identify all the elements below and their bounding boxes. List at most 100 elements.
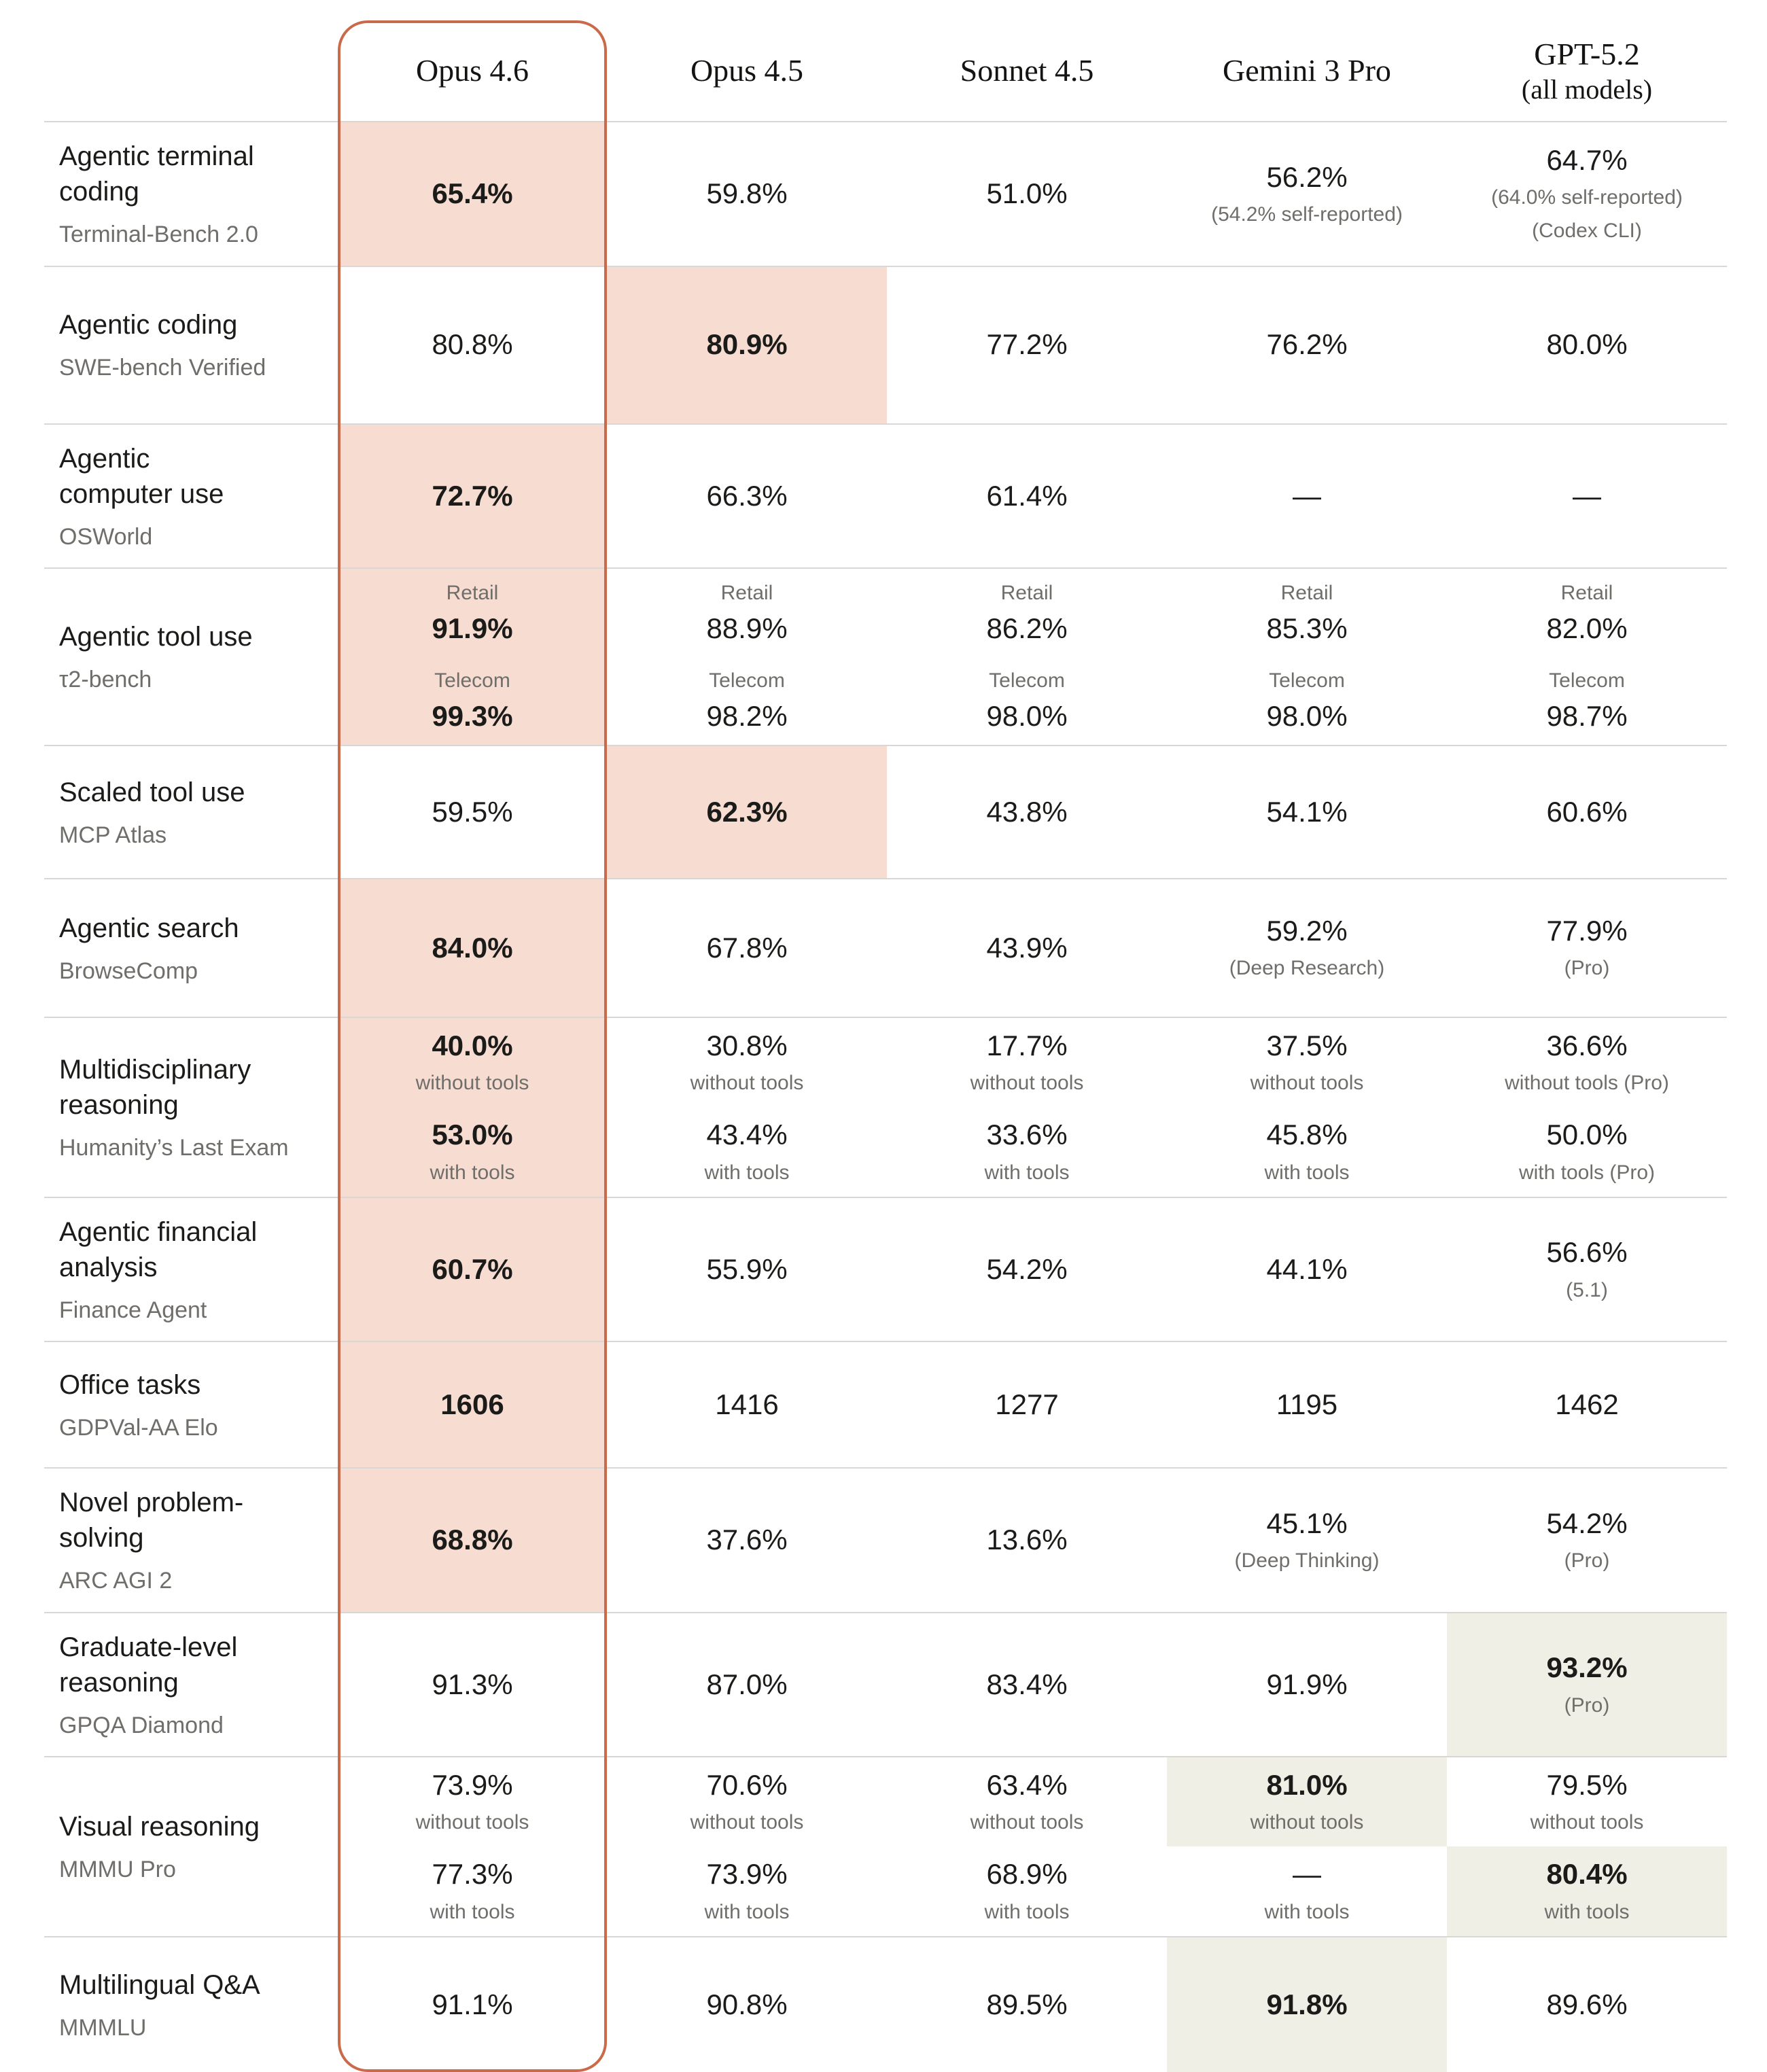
table-row: Agentic terminal coding Terminal-Bench 2… — [44, 121, 1727, 266]
benchmark-name: BrowseComp — [59, 958, 198, 984]
metric-entry: 80.9% — [607, 267, 887, 423]
row-label: Agentic financial analysis — [59, 1216, 258, 1282]
value-cell: 61.4% — [887, 425, 1167, 568]
metric-context-label: Telecom — [1549, 669, 1625, 692]
value-cell: 1416 — [607, 1342, 887, 1467]
metric-entry: 43.4% with tools — [607, 1107, 887, 1196]
value-cell: 13.6% — [887, 1469, 1167, 1612]
metric-entry: 91.9% — [1167, 1613, 1447, 1757]
metric-value: 60.6% — [1546, 795, 1628, 828]
metric-value: 87.0% — [706, 1668, 788, 1700]
value-cell: — — [1447, 425, 1727, 568]
table-row: Novel problem- solving ARC AGI 2 68.8% 37… — [44, 1467, 1727, 1612]
metric-entry: 56.6% (5.1) — [1447, 1198, 1727, 1341]
metric-entry: 1606 — [338, 1342, 607, 1467]
metric-value: 98.2% — [706, 700, 788, 733]
metric-value: 17.7% — [986, 1029, 1068, 1061]
row-header-cell: Agentic tool use τ2-bench — [44, 569, 338, 745]
column-header: GPT-5.2 (all models) — [1447, 20, 1727, 121]
value-cell: 1606 — [338, 1342, 607, 1468]
metric-entry: 73.9% with tools — [607, 1846, 887, 1935]
benchmark-name: Terminal-Bench 2.0 — [59, 222, 258, 247]
metric-context-label: Telecom — [1269, 669, 1345, 692]
metric-value: 59.2% — [1266, 915, 1348, 947]
metric-value: 80.0% — [1546, 328, 1628, 361]
metric-value: 59.8% — [706, 177, 788, 210]
column-header: Gemini 3 Pro — [1167, 20, 1447, 121]
metric-entry: 73.9% without tools — [338, 1757, 607, 1846]
metric-entry: 79.5% without tools — [1447, 1757, 1727, 1846]
column-header: Sonnet 4.5 — [887, 20, 1167, 121]
metric-footnote: with tools — [1544, 1900, 1630, 1923]
metric-footnote: with tools — [430, 1900, 515, 1923]
metric-context-label: Retail — [446, 582, 499, 604]
metric-entry: 59.8% — [607, 122, 887, 266]
metric-entry: — with tools — [1167, 1846, 1447, 1935]
metric-value: 56.6% — [1546, 1236, 1628, 1269]
metric-entry: 54.2% — [887, 1198, 1167, 1341]
metric-footnote: without tools — [1250, 1072, 1364, 1095]
row-label: Multidisciplinary reasoning — [59, 1054, 251, 1120]
metric-value: 59.5% — [432, 795, 513, 828]
metric-value: 98.0% — [986, 700, 1068, 733]
value-cell: 36.6% without tools (Pro) 50.0% with tools … — [1447, 1018, 1727, 1197]
metric-value: 13.6% — [986, 1524, 1068, 1556]
metric-value: 61.4% — [986, 479, 1068, 512]
metric-footnote: without tools — [415, 1811, 529, 1834]
metric-entry: Retail 86.2% — [887, 569, 1167, 656]
metric-entry: Telecom 98.2% — [607, 656, 887, 744]
metric-entry: 1462 — [1447, 1342, 1727, 1467]
column-header-name: Opus 4.5 — [690, 53, 804, 88]
value-cell: 37.5% without tools 45.8% with tools — [1167, 1018, 1447, 1197]
metric-entry: 93.2% (Pro) — [1447, 1613, 1727, 1757]
metric-entry: 77.9% (Pro) — [1447, 879, 1727, 1017]
table-row: Agentic tool use τ2-bench Retail 91.9% Tel… — [44, 567, 1727, 745]
benchmark-name: MCP Atlas — [59, 822, 167, 848]
metric-value: 54.1% — [1266, 795, 1348, 828]
row-header-cell: Agentic computer use OSWorld — [44, 425, 338, 568]
value-cell: 37.6% — [607, 1469, 887, 1612]
metric-entry: Retail 82.0% — [1447, 569, 1727, 656]
metric-value: 54.2% — [1546, 1507, 1628, 1539]
metric-entry: 51.0% — [887, 122, 1167, 266]
row-header-cell: Graduate-level reasoning GPQA Diamond — [44, 1613, 338, 1757]
value-cell: 93.2% (Pro) — [1447, 1613, 1727, 1757]
value-cell: 63.4% without tools 68.9% with tools — [887, 1757, 1167, 1936]
row-header-cell: Agentic search BrowseComp — [44, 879, 338, 1017]
metric-footnote: (Deep Thinking) — [1234, 1549, 1380, 1572]
value-cell: 87.0% — [607, 1613, 887, 1757]
value-cell: 76.2% — [1167, 267, 1447, 423]
row-header-cell: Agentic financial analysis Finance Agent — [44, 1198, 338, 1341]
metric-footnote: without tools — [1530, 1811, 1644, 1834]
metric-entry: 44.1% — [1167, 1198, 1447, 1341]
metric-value: 91.3% — [432, 1668, 513, 1700]
metric-footnote: without tools — [690, 1072, 804, 1095]
metric-footnote: without tools — [690, 1811, 804, 1834]
table-row: Agentic search BrowseComp 84.0% 67.8% 43.9… — [44, 877, 1727, 1017]
metric-entry: 81.0% without tools — [1167, 1757, 1447, 1847]
table-row: Agentic financial analysis Finance Agent… — [44, 1196, 1727, 1341]
metric-context-label: Retail — [1280, 582, 1333, 604]
value-cell: Retail 85.3% Telecom 98.0% — [1167, 569, 1447, 745]
metric-value: 43.9% — [986, 931, 1068, 964]
value-cell: 54.2% (Pro) — [1447, 1469, 1727, 1612]
metric-value: 53.0% — [432, 1119, 513, 1151]
metric-value: 1277 — [995, 1388, 1059, 1420]
row-header-cell: Office tasks GDPVal-AA Elo — [44, 1342, 338, 1467]
metric-footnote: with tools — [984, 1900, 1070, 1923]
metric-entry: 45.8% with tools — [1167, 1107, 1447, 1196]
metric-value: 1606 — [440, 1388, 504, 1420]
metric-value: 45.8% — [1266, 1119, 1348, 1151]
value-cell: 17.7% without tools 33.6% with tools — [887, 1018, 1167, 1197]
value-cell: 1462 — [1447, 1342, 1727, 1467]
metric-context-label: Telecom — [709, 669, 785, 692]
metric-value: 86.2% — [986, 612, 1068, 644]
value-cell: 56.6% (5.1) — [1447, 1198, 1727, 1341]
metric-entry: 80.8% — [338, 267, 607, 423]
metric-entry: Telecom 98.0% — [887, 656, 1167, 744]
value-cell: 59.5% — [338, 746, 607, 878]
row-label: Multilingual Q&A — [59, 1969, 260, 2000]
metric-footnote: without tools — [970, 1072, 1084, 1095]
metric-entry: 89.5% — [887, 1937, 1167, 2072]
metric-footnote: (Deep Research) — [1229, 957, 1385, 980]
